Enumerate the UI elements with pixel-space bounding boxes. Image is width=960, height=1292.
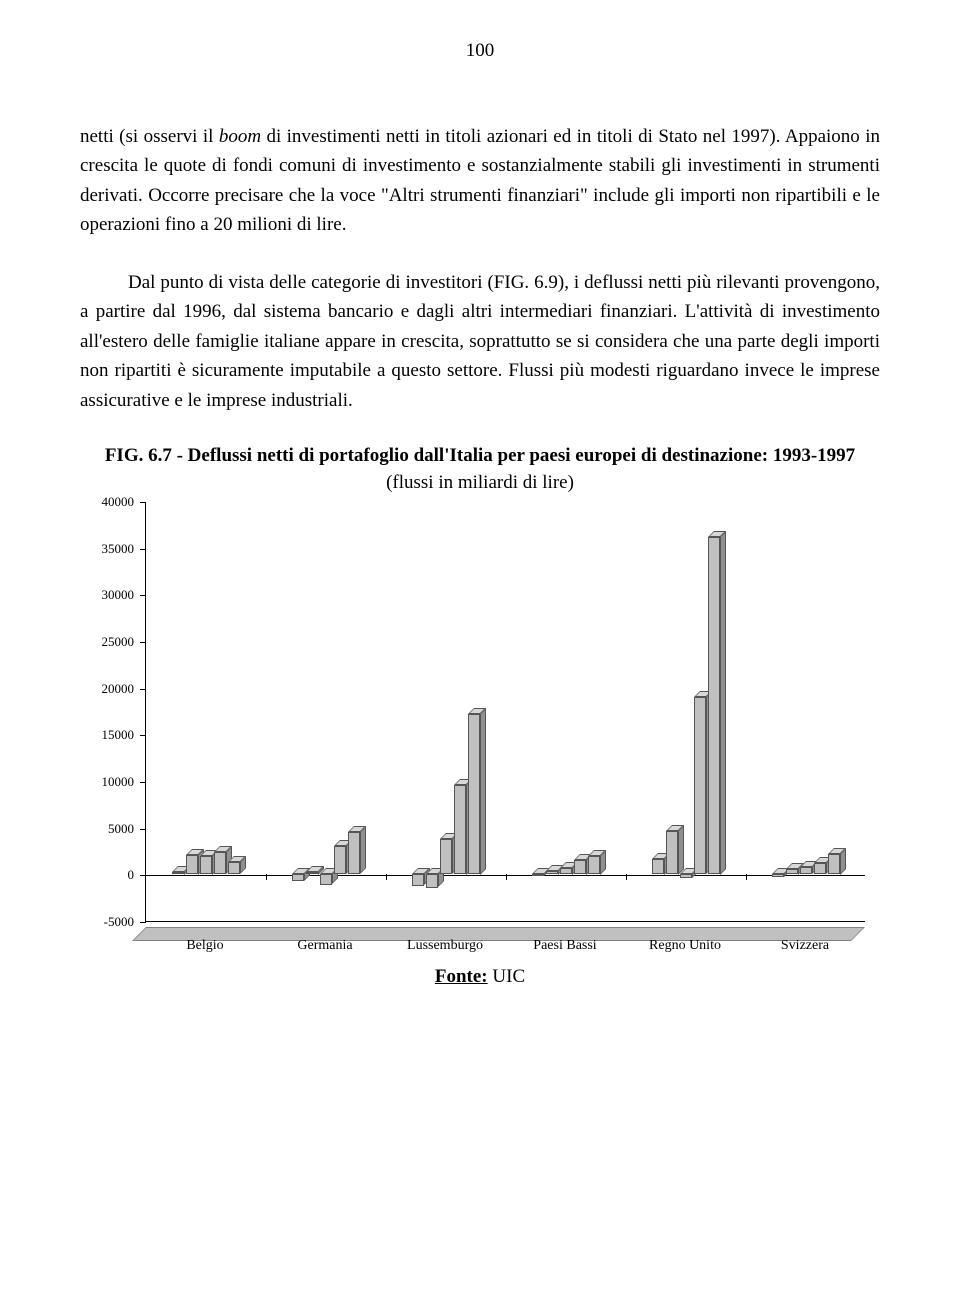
y-tick-label: 10000 xyxy=(102,774,135,790)
x-tick-label: Belgio xyxy=(186,938,223,954)
x-axis-labels: Belgio Germania Lussemburgo Paesi Bassi Regn… xyxy=(145,938,865,962)
y-tick-label: 30000 xyxy=(102,587,135,603)
y-tick-label: 0 xyxy=(128,867,135,883)
figure-source: Fonte: UIC xyxy=(80,966,880,988)
x-tick-label: Lussemburgo xyxy=(407,938,483,954)
y-tick-label: -5000 xyxy=(104,914,134,930)
y-tick-label: 5000 xyxy=(108,821,134,837)
y-tick-label: 25000 xyxy=(102,634,135,650)
y-axis-labels: -5000 0 5000 10000 15000 20000 25000 30000 35000… xyxy=(90,502,140,962)
paragraph-1: netti (si osservi il boom di investiment… xyxy=(80,122,880,240)
x-tick-label: Svizzera xyxy=(781,938,829,954)
y-tick-label: 20000 xyxy=(102,681,135,697)
figure-title-plain: (flussi in miliardi di lire) xyxy=(386,472,574,493)
page-number: 100 xyxy=(80,40,880,62)
p2-text: Dal punto di vista delle categorie di in… xyxy=(80,272,880,411)
p1-italic: boom xyxy=(219,126,261,147)
y-tick-label: 40000 xyxy=(102,494,135,510)
x-tick-label: Paesi Bassi xyxy=(533,938,596,954)
figure-title: FIG. 6.7 - Deflussi netti di portafoglio… xyxy=(80,443,880,496)
source-value: UIC xyxy=(488,966,525,987)
paragraph-2: Dal punto di vista delle categorie di in… xyxy=(80,268,880,415)
x-tick-label: Regno Unito xyxy=(649,938,721,954)
y-tick-label: 15000 xyxy=(102,727,135,743)
x-tick-label: Germania xyxy=(297,938,352,954)
y-tick-label: 35000 xyxy=(102,541,135,557)
source-label: Fonte: xyxy=(435,966,488,987)
plot-area xyxy=(145,502,865,922)
chart: -5000 0 5000 10000 15000 20000 25000 30000 35000… xyxy=(90,502,870,962)
figure-title-bold: FIG. 6.7 - Deflussi netti di portafoglio… xyxy=(105,445,855,466)
p1-part1: netti (si osservi il xyxy=(80,126,219,147)
